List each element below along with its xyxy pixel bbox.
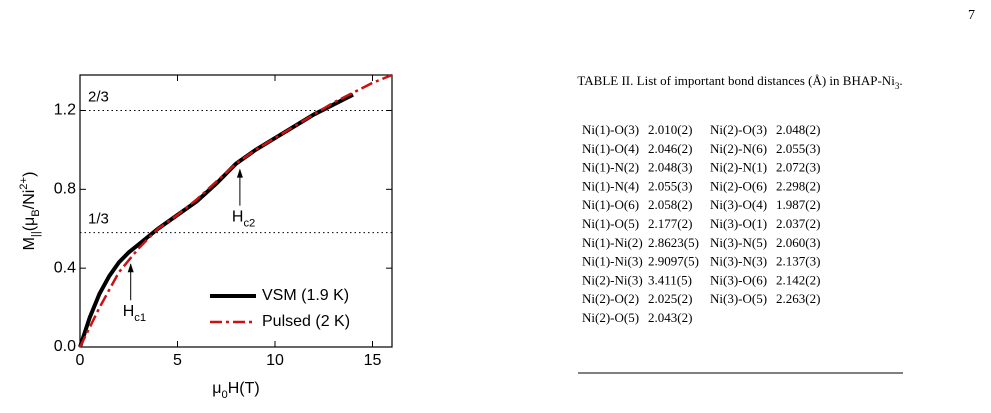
x-tick-label: 0 xyxy=(76,352,85,369)
reference-label: 2/3 xyxy=(88,88,109,105)
page-number: 7 xyxy=(968,8,975,23)
table-cell: 2.263(2) xyxy=(776,291,820,306)
y-tick-label: 1.2 xyxy=(54,102,76,119)
text-part: 0 xyxy=(222,389,228,401)
legend-label: Pulsed (2 K) xyxy=(262,313,350,330)
table-cell: Ni(1)-Ni(2) xyxy=(582,235,643,250)
arrow-head xyxy=(127,263,134,273)
x-tick-label: 15 xyxy=(364,352,382,369)
table-cell: Ni(2)-N(1) xyxy=(710,160,767,175)
text-part: μ xyxy=(212,380,221,397)
text-part: ) xyxy=(21,172,38,177)
table-cell: Ni(1)-O(4) xyxy=(582,141,639,156)
table-cell: 2.298(2) xyxy=(776,178,820,193)
table-cell: Ni(1)-O(3) xyxy=(582,122,639,137)
text-part: B xyxy=(30,209,42,216)
table-cell: 2.046(2) xyxy=(648,141,692,156)
table-cell: Ni(2)-O(3) xyxy=(710,122,767,137)
text-part: H xyxy=(123,303,135,320)
text-part: TABLE II. List of important bond distanc… xyxy=(577,73,895,88)
chart: 0 5 10 150.00.40.81.22/31/3μ0H(T)M||(μB/Ni2… xyxy=(18,73,393,401)
table-cell: Ni(1)-O(5) xyxy=(582,216,639,231)
table-cell: 2.9097(5) xyxy=(648,254,699,269)
table-cell: 2.048(2) xyxy=(776,122,820,137)
plot-frame xyxy=(79,74,393,348)
table-cell: 2.072(3) xyxy=(776,160,820,175)
x-axis-label: μ0H(T) xyxy=(212,380,259,401)
annotation-label: Hc1 xyxy=(123,303,146,324)
table-cell: 2.8623(5) xyxy=(648,235,699,250)
arrow-head xyxy=(236,168,243,178)
table-cell: Ni(1)-N(2) xyxy=(582,160,639,175)
table-caption: TABLE II. List of important bond distanc… xyxy=(577,73,902,91)
table-cell: Ni(2)-O(5) xyxy=(582,310,639,325)
table-cell: Ni(2)-Ni(3) xyxy=(582,272,643,287)
table-cell: 2.010(2) xyxy=(648,122,692,137)
table-cell: 2.058(2) xyxy=(648,197,692,212)
table-cell: Ni(1)-Ni(3) xyxy=(582,254,643,269)
table-cell: 2.055(3) xyxy=(648,178,692,193)
annotation-label: Hc2 xyxy=(232,209,255,230)
table-cell: Ni(1)-O(6) xyxy=(582,197,639,212)
text-part: . xyxy=(899,73,902,88)
text-part: H xyxy=(232,209,244,226)
table-cell: 2.137(3) xyxy=(776,254,820,269)
table-cell: Ni(3)-N(3) xyxy=(710,254,767,269)
table-cell: 2.060(3) xyxy=(776,235,820,250)
table-cell: 2.048(3) xyxy=(648,160,692,175)
y-tick-label: 0.0 xyxy=(54,338,76,355)
table-cell: Ni(3)-O(6) xyxy=(710,272,767,287)
table-cell: 2.177(2) xyxy=(648,216,692,231)
table-cell: 2.037(2) xyxy=(776,216,820,231)
table-cell: Ni(2)-O(6) xyxy=(710,178,767,193)
text-part: H(T) xyxy=(228,380,260,397)
y-axis-label: M||(μB/Ni2+) xyxy=(18,172,42,251)
y-tick-label: 0.4 xyxy=(54,259,76,276)
table-cell: 2.142(2) xyxy=(776,272,820,287)
table-cell: Ni(2)-O(2) xyxy=(582,291,639,306)
table-cell: 2.025(2) xyxy=(648,291,692,306)
reference-label: 1/3 xyxy=(88,211,109,228)
series-line xyxy=(78,73,393,348)
series-line xyxy=(78,92,354,348)
text-part: (μ xyxy=(21,217,38,232)
text-part: c2 xyxy=(243,218,255,230)
table-cell: 2.055(3) xyxy=(776,141,820,156)
table-cell: 1.987(2) xyxy=(776,197,820,212)
x-tick-label: 10 xyxy=(266,352,284,369)
table-cell: Ni(3)-O(5) xyxy=(710,291,767,306)
text-part: 3 xyxy=(895,81,900,91)
text-part: || xyxy=(30,231,42,237)
text-part: M xyxy=(21,237,38,250)
x-tick-label: 5 xyxy=(173,352,182,369)
table-cell: Ni(3)-N(5) xyxy=(710,235,767,250)
text-part: c1 xyxy=(134,312,146,324)
text-part: /Ni xyxy=(21,190,38,210)
table-cell: 2.043(2) xyxy=(648,310,692,325)
table-cell: 3.411(5) xyxy=(648,272,692,287)
table-cell: Ni(1)-N(4) xyxy=(582,178,639,193)
table-cell: Ni(3)-O(1) xyxy=(710,216,767,231)
table-cell: Ni(2)-N(6) xyxy=(710,141,767,156)
text-part: 2+ xyxy=(18,177,30,190)
legend-label: VSM (1.9 K) xyxy=(262,287,349,304)
table-cell: Ni(3)-O(4) xyxy=(710,197,767,212)
y-tick-label: 0.8 xyxy=(54,181,76,198)
